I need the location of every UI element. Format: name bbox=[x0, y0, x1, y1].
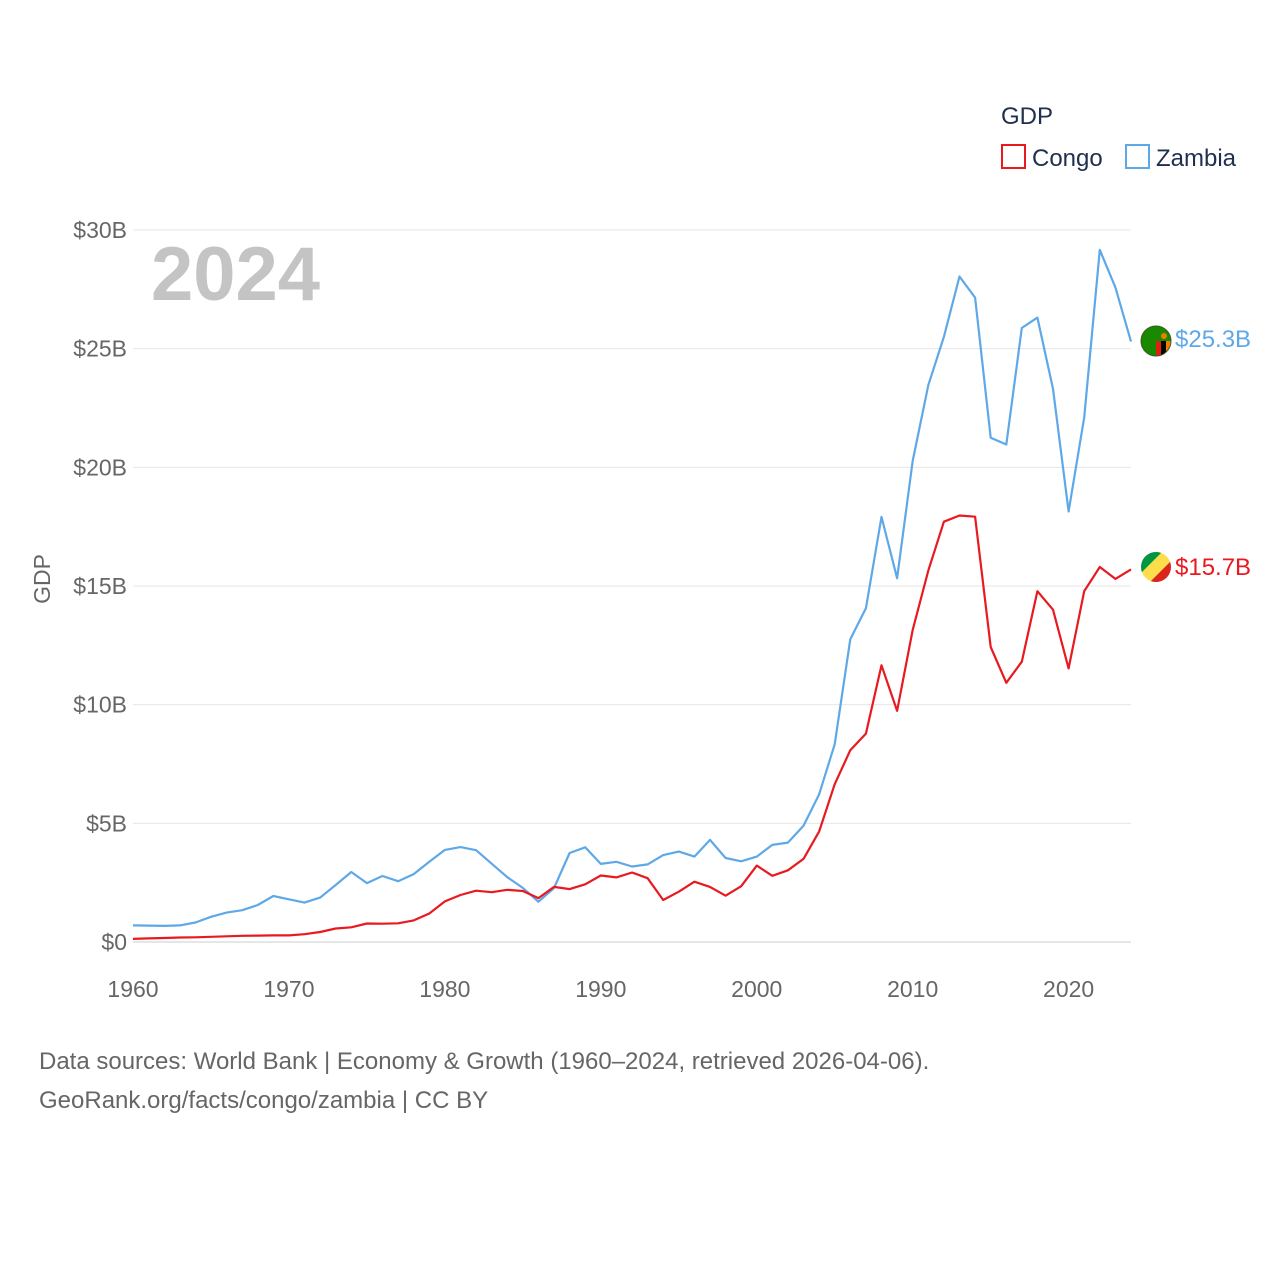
zambia-flag-icon bbox=[1140, 325, 1172, 357]
y-tick-label: $30B bbox=[73, 217, 127, 243]
source-note: Data sources: World Bank | Economy & Gro… bbox=[39, 1042, 1239, 1120]
legend-title: GDP bbox=[1001, 103, 1053, 130]
source-line-2[interactable]: GeoRank.org/facts/congo/zambia | CC BY bbox=[39, 1087, 489, 1114]
y-tick-label: $25B bbox=[73, 336, 127, 362]
legend-label-zambia[interactable]: Zambia bbox=[1156, 145, 1237, 172]
y-tick-label: $15B bbox=[73, 573, 127, 599]
series-line-congo[interactable] bbox=[132, 514, 1132, 940]
y-tick-label: $0 bbox=[101, 929, 127, 955]
legend-swatch-congo[interactable] bbox=[1001, 144, 1026, 169]
year-label: 2024 bbox=[151, 232, 320, 317]
x-tick-label: 2010 bbox=[887, 976, 938, 1002]
gdp-line-chart: $0 $5B $10B $15B $20B $25B $30B 1960 1970 1980 19… bbox=[29, 103, 1251, 1002]
legend-swatch-zambia[interactable] bbox=[1125, 144, 1150, 169]
x-tick-label: 2020 bbox=[1043, 976, 1094, 1002]
x-tick-label: 2000 bbox=[731, 976, 782, 1002]
end-label-zambia: $25.3B bbox=[1175, 326, 1251, 353]
legend-label-congo[interactable]: Congo bbox=[1032, 145, 1103, 172]
end-label-congo: $15.7B bbox=[1175, 554, 1251, 581]
y-tick-label: $10B bbox=[73, 692, 127, 718]
x-tick-label: 1990 bbox=[575, 976, 626, 1002]
y-tick-label: $5B bbox=[86, 810, 127, 836]
series-line-zambia[interactable] bbox=[132, 248, 1133, 928]
y-axis-title: GDP bbox=[29, 554, 55, 604]
source-line-1: Data sources: World Bank | Economy & Gro… bbox=[39, 1048, 930, 1075]
x-tick-label: 1970 bbox=[263, 976, 314, 1002]
x-tick-label: 1980 bbox=[419, 976, 470, 1002]
y-tick-label: $20B bbox=[73, 454, 127, 480]
congo-flag-icon bbox=[1141, 552, 1171, 582]
x-tick-label: 1960 bbox=[107, 976, 158, 1002]
